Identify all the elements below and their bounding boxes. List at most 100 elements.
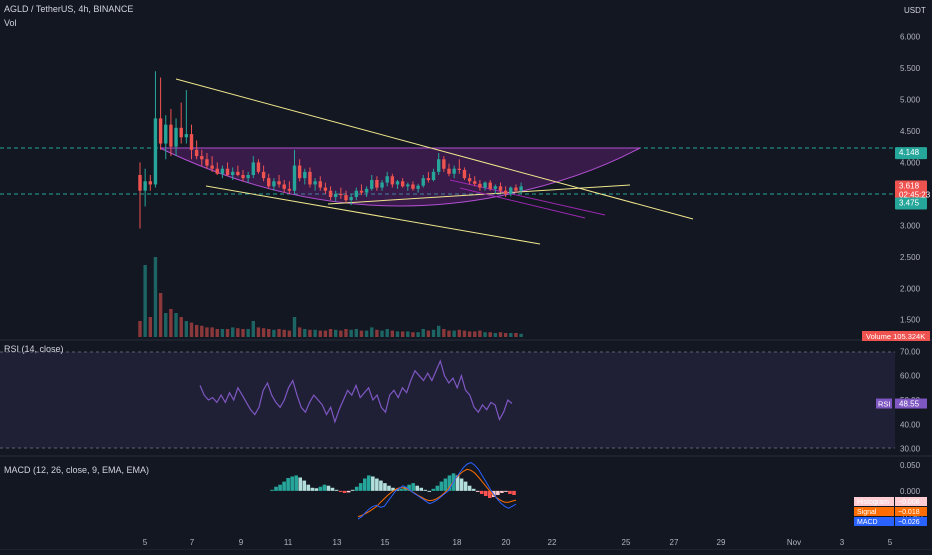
volume-bar: [169, 309, 173, 337]
channel-line[interactable]: [459, 187, 586, 219]
volume-tag-bg: [862, 331, 930, 341]
volume-bar: [267, 329, 271, 337]
macd-tick-label: 0.050: [900, 461, 921, 470]
neckline-trendline[interactable]: [327, 184, 631, 205]
volume-group: [138, 257, 523, 337]
macd-histogram-bar: [475, 490, 480, 492]
candle-body: [473, 181, 477, 184]
time-tick-label: 11: [284, 538, 293, 547]
time-tick-label: 13: [333, 538, 342, 547]
volume-bar: [220, 329, 225, 337]
candle-body: [334, 193, 338, 198]
candle-body: [277, 181, 281, 185]
time-tick-label: 27: [670, 538, 679, 547]
rsi-legend[interactable]: RSI (14, close): [4, 344, 64, 354]
candle-body: [488, 182, 492, 189]
macd-legend[interactable]: MACD (12, 26, close, 9, EMA, EMA): [4, 465, 150, 475]
currency-label[interactable]: USDT: [904, 6, 926, 15]
rsi-value-tag: [895, 398, 927, 409]
macd-histogram-bar: [367, 475, 371, 491]
volume-bar: [272, 329, 276, 337]
time-tick-label: 3: [840, 538, 845, 547]
volume-bar: [225, 329, 230, 337]
candle-body: [148, 181, 152, 185]
signal-value-tag: [895, 507, 927, 516]
rsi-tick-label: 60.00: [900, 372, 921, 381]
volume-bar: [256, 327, 261, 337]
candle-body: [261, 171, 266, 179]
candle-body: [498, 186, 503, 191]
volume-bar: [457, 329, 461, 337]
volume-bar: [503, 333, 508, 337]
volume-bar: [462, 330, 467, 337]
candle-body: [354, 190, 358, 198]
price-tick-label: 4.000: [900, 158, 921, 167]
volume-bar: [282, 329, 286, 337]
time-tick-label: 29: [717, 538, 726, 547]
candle-body: [380, 182, 384, 188]
macd-histogram-bar: [302, 480, 307, 491]
macd-histogram-bar: [375, 478, 379, 491]
candle-body: [297, 165, 302, 179]
histogram-name-tag: [854, 497, 894, 506]
macd-histogram-bar: [286, 478, 290, 491]
candle-body: [138, 175, 142, 191]
candle-body: [431, 171, 436, 181]
cup-pattern[interactable]: [159, 147, 641, 207]
volume-bar: [452, 330, 456, 337]
symbol-title[interactable]: AGLD / TetherUS, 4h, BINANCE: [4, 4, 134, 14]
upper-trendline[interactable]: [175, 78, 694, 220]
volume-legend[interactable]: Vol: [4, 18, 17, 28]
candle-body: [292, 165, 297, 191]
macd-histogram-bar: [419, 487, 424, 491]
candle-body: [421, 178, 425, 186]
volume-bar: [200, 325, 204, 337]
rsi-value-text: 48.55: [899, 400, 920, 409]
support-tag-text: 3.475: [899, 198, 920, 207]
candle-body: [406, 184, 410, 187]
candle-body: [395, 181, 400, 185]
macd-histogram-bar: [282, 481, 286, 491]
macd-histogram-bar: [399, 488, 403, 491]
candle-body: [385, 176, 389, 183]
macd-histogram-bar: [500, 490, 504, 493]
volume-bar: [236, 328, 240, 337]
macd-tick-label: 0.000: [900, 487, 921, 496]
volume-bar: [313, 329, 317, 337]
volume-bar: [354, 329, 358, 337]
candle-body: [153, 118, 158, 185]
price-tick-label: 5.500: [900, 64, 921, 73]
time-tick-label: 5: [888, 538, 893, 547]
volume-bar: [416, 332, 420, 337]
lower-trendline[interactable]: [205, 185, 541, 245]
candle-body: [483, 182, 487, 188]
macd-histogram-bar: [439, 481, 444, 491]
volume-bar: [395, 331, 400, 337]
volume-bar: [153, 257, 158, 337]
macd-histogram-bar: [467, 485, 472, 491]
candle-body: [493, 186, 498, 189]
candle-body: [158, 118, 163, 144]
macd-histogram-bar: [330, 487, 335, 491]
candle-body: [313, 181, 317, 185]
volume-bar: [246, 329, 250, 337]
candle-body: [349, 197, 353, 201]
volume-bar: [488, 332, 492, 337]
price-tick-label: 6.000: [900, 33, 921, 42]
macd-histogram-bar: [379, 480, 383, 491]
candle-body: [442, 159, 446, 169]
resistance-tag-bg: [895, 147, 927, 160]
price-tick-label: 4.500: [900, 127, 921, 136]
candle-body: [390, 176, 395, 185]
macd-histogram-bar: [342, 490, 347, 493]
channel-line[interactable]: [449, 179, 606, 216]
candle-body: [375, 180, 379, 188]
macd-histogram-bar: [479, 490, 484, 494]
macd-histogram-bar: [358, 483, 363, 491]
last-price-tag-text: 3.618: [899, 181, 920, 190]
volume-bar: [421, 329, 425, 337]
macd-histogram-bar: [318, 486, 323, 491]
time-tick-label: 9: [239, 538, 244, 547]
